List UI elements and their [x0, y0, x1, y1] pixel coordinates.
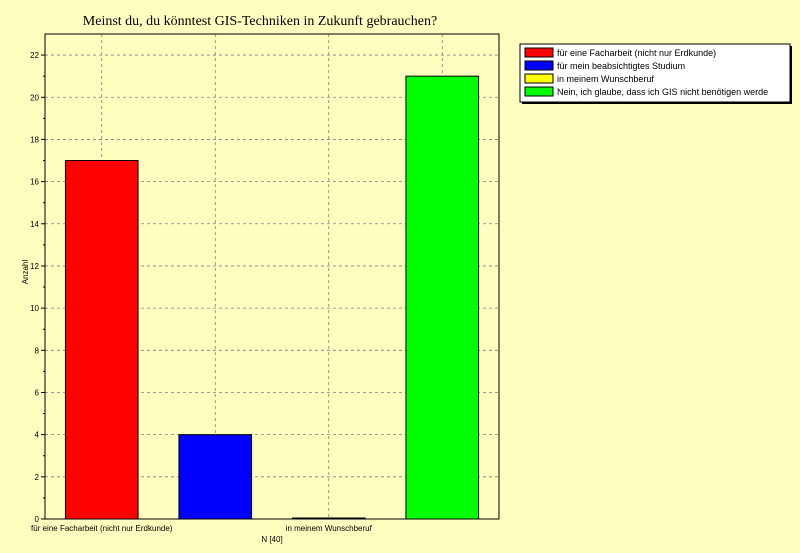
legend: für eine Facharbeit (nicht nur Erdkunde)…	[519, 43, 792, 104]
y-tick-label: 10	[30, 304, 39, 313]
y-tick-label: 14	[30, 220, 39, 229]
x-tick-label: in meinem Wunschberuf	[286, 524, 373, 533]
legend-box	[519, 43, 791, 103]
legend-swatch	[524, 60, 554, 71]
chart-title: Meinst du, du könntest GIS-Techniken in …	[83, 14, 437, 29]
y-tick-label: 0	[35, 515, 40, 524]
legend-swatch	[524, 86, 554, 97]
y-tick-label: 12	[30, 262, 39, 271]
bar	[405, 75, 480, 520]
legend-swatch	[524, 73, 554, 84]
y-axis-label: Anzahl	[21, 260, 30, 285]
bar	[178, 434, 253, 520]
x-tick-label: für eine Facharbeit (nicht nur Erdkunde)	[31, 524, 173, 533]
legend-swatch	[524, 47, 554, 58]
legend-label: in meinem Wunschberuf	[557, 74, 654, 84]
plot-frame	[44, 33, 500, 520]
y-tick-label: 16	[30, 178, 39, 187]
y-tick-label: 8	[35, 346, 40, 355]
legend-label: Nein, ich glaube, dass ich GIS nicht ben…	[557, 87, 768, 97]
bar	[64, 160, 139, 520]
y-tick-label: 20	[30, 93, 39, 102]
y-tick-label: 18	[30, 135, 39, 144]
legend-label: für mein beabsichtigtes Studium	[557, 61, 685, 71]
y-tick-label: 4	[35, 431, 40, 440]
x-axis-label: N [40]	[261, 535, 282, 544]
y-tick-label: 22	[30, 51, 39, 60]
plot-area: 0 2 4 6 8 10 12 14 16 18 20 22 für eine Facharbeit (…	[30, 33, 500, 533]
y-tick-label: 2	[35, 473, 40, 482]
legend-label: für eine Facharbeit (nicht nur Erdkunde)	[557, 48, 716, 58]
y-tick-label: 6	[35, 388, 40, 397]
